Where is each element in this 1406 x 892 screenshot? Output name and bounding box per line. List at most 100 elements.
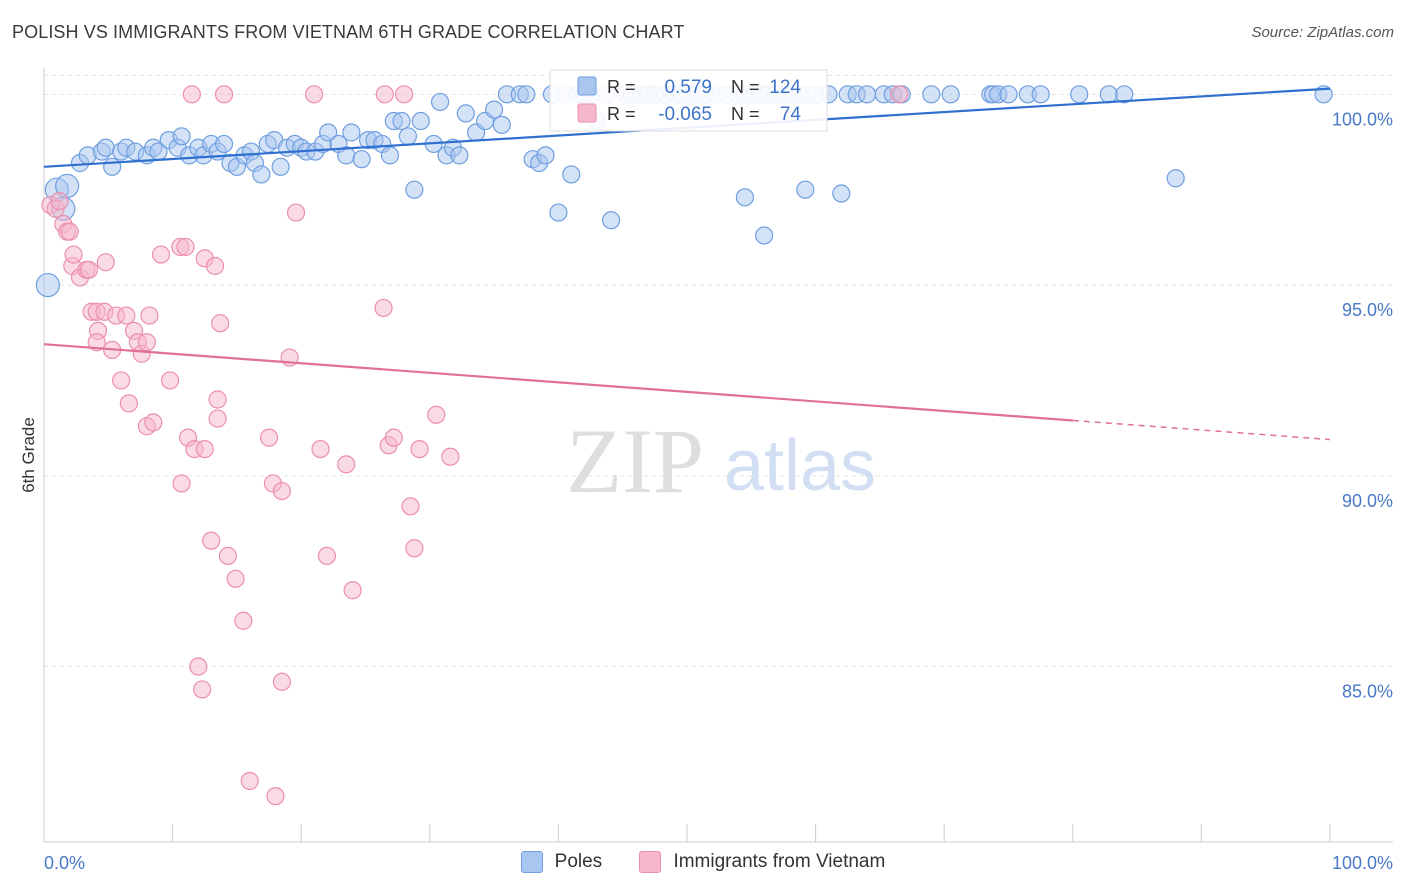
poles-point — [1099, 85, 1118, 104]
legend-label-poles: Poles — [554, 851, 603, 872]
vietnam-point — [375, 85, 394, 104]
vietnam-point — [441, 447, 460, 466]
vietnam-point — [266, 787, 285, 806]
poles-point — [96, 138, 115, 157]
stats-swatch-poles — [577, 76, 597, 96]
stats-box: R = 0.579 N = 124 R = -0.065 N = 74 — [549, 69, 828, 132]
stats-r-value-poles: 0.579 — [664, 77, 712, 98]
poles-point — [549, 203, 568, 222]
vietnam-point — [112, 371, 131, 390]
poles-point — [103, 157, 122, 176]
vietnam-point — [286, 203, 306, 222]
vietnam-point — [259, 428, 279, 447]
vietnam-point — [401, 497, 420, 516]
vietnam-point — [50, 192, 69, 211]
vietnam-point — [205, 256, 225, 276]
stats-swatch-vietnam — [577, 103, 597, 123]
vietnam-point — [890, 85, 909, 104]
vietnam-trend-line-extension — [1072, 419, 1331, 441]
vietnam-point — [337, 455, 356, 474]
vietnam-point — [226, 569, 245, 588]
vietnam-point — [87, 333, 106, 352]
vietnam-point — [160, 371, 180, 390]
vietnam-point — [384, 428, 403, 447]
legend: Poles Immigrants from Vietnam — [0, 851, 1406, 879]
poles-point — [922, 85, 941, 104]
poles-point — [405, 180, 424, 199]
vietnam-trend-line — [43, 343, 1073, 422]
vietnam-point — [208, 409, 227, 428]
vietnam-point — [172, 474, 191, 493]
stats-n-label-poles: N = — [731, 77, 760, 97]
stats-r-label-poles: R = — [607, 77, 636, 97]
legend-item-poles: Poles — [520, 851, 603, 873]
poles-point — [398, 127, 418, 146]
legend-item-vietnam: Immigrants from Vietnam — [639, 851, 885, 873]
y-tick-label: 90.0% — [1342, 491, 1393, 511]
stats-n-label-vietnam: N = — [731, 104, 760, 124]
poles-point — [35, 272, 60, 298]
poles-point — [1166, 169, 1185, 188]
vietnam-point — [202, 531, 221, 550]
legend-swatch-vietnam — [639, 851, 662, 873]
vietnam-point — [176, 237, 195, 257]
poles-point — [1031, 85, 1050, 104]
legend-label-vietnam: Immigrants from Vietnam — [673, 851, 886, 872]
poles-point — [492, 115, 511, 134]
legend-swatch-poles — [520, 851, 543, 873]
axes — [43, 68, 1393, 843]
stats-n-value-poles: 124 — [769, 77, 801, 98]
poles-point — [172, 127, 191, 146]
series-vietnam-points — [41, 85, 909, 806]
vietnam-point — [189, 657, 208, 676]
poles-point — [271, 157, 290, 176]
poles-point — [342, 123, 361, 142]
poles-point — [755, 226, 774, 245]
vietnam-point — [405, 539, 424, 558]
vietnam-point — [394, 85, 414, 104]
vietnam-point — [240, 771, 259, 791]
vietnam-point — [151, 245, 171, 264]
vietnam-point — [218, 546, 237, 566]
vietnam-point — [79, 260, 99, 279]
poles-point — [796, 180, 815, 199]
poles-point — [352, 150, 371, 169]
poles-point — [319, 123, 338, 142]
vietnam-point — [304, 85, 324, 104]
vietnam-point — [144, 413, 163, 432]
poles-point — [392, 111, 411, 131]
vietnam-point — [211, 314, 230, 333]
chart-title: POLISH VS IMMIGRANTS FROM VIETNAM 6TH GR… — [12, 22, 685, 42]
watermark: ZIP atlas — [566, 410, 876, 512]
vietnam-point — [343, 581, 362, 600]
vietnam-point — [272, 672, 292, 691]
source-note: Source: ZipAtlas.com — [1251, 24, 1394, 41]
x-tick-label-max: 100.0% — [1332, 853, 1393, 873]
poles-point — [536, 146, 555, 165]
vietnam-point — [119, 394, 138, 413]
poles-point — [214, 134, 234, 154]
y-tick-label: 95.0% — [1342, 300, 1393, 320]
poles-point — [380, 146, 400, 165]
vietnam-point — [182, 85, 201, 104]
x-tick-label-min: 0.0% — [44, 853, 85, 873]
y-tick-labels: 85.0% 90.0% 95.0% 100.0% — [1332, 109, 1393, 701]
poles-point — [735, 188, 754, 207]
poles-point — [562, 165, 581, 184]
vietnam-point — [208, 390, 227, 409]
trend-lines — [43, 87, 1331, 441]
poles-point — [485, 100, 504, 119]
vietnam-point — [64, 245, 83, 264]
vietnam-point — [193, 680, 212, 699]
poles-point — [252, 165, 271, 184]
vietnam-point — [427, 405, 446, 424]
poles-point — [941, 85, 960, 104]
poles-point — [456, 104, 475, 123]
vietnam-point — [60, 222, 79, 241]
stats-r-label-vietnam: R = — [607, 104, 636, 124]
poles-point — [411, 111, 430, 131]
watermark-atlas: atlas — [724, 426, 876, 506]
vietnam-point — [96, 253, 115, 272]
vietnam-point — [234, 611, 253, 630]
